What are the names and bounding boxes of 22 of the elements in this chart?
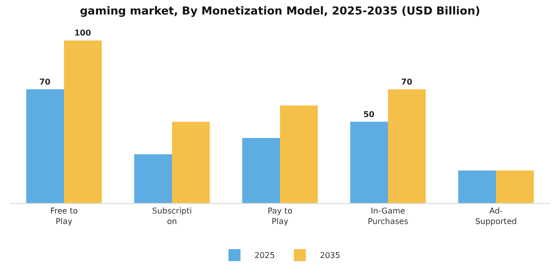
bar: [64, 40, 102, 203]
bar: [242, 138, 280, 203]
x-tick-label: Pay to Play: [268, 206, 292, 226]
x-tick-label: Ad- Supported: [475, 206, 517, 226]
x-tick-label: Subscripti on: [152, 206, 192, 226]
chart-title: gaming market, By Monetization Model, 2025-2035 (USD Billion): [80, 4, 480, 18]
bar: [26, 89, 64, 203]
data-label: 50: [363, 110, 375, 119]
bar: [280, 106, 318, 203]
data-label: 70: [39, 77, 51, 86]
bar: [496, 170, 534, 203]
data-label: 70: [401, 77, 413, 86]
x-tick-label: In-Game Purchases: [368, 206, 408, 226]
legend-label: 2025: [254, 251, 275, 260]
legend-label: 2035: [320, 251, 340, 260]
bar: [350, 122, 388, 203]
bar: [172, 122, 210, 203]
x-tick-label: Free to Play: [50, 206, 78, 226]
bar: [458, 170, 496, 203]
data-label: 100: [74, 28, 92, 38]
bar: [134, 154, 172, 203]
bar: [388, 89, 426, 203]
